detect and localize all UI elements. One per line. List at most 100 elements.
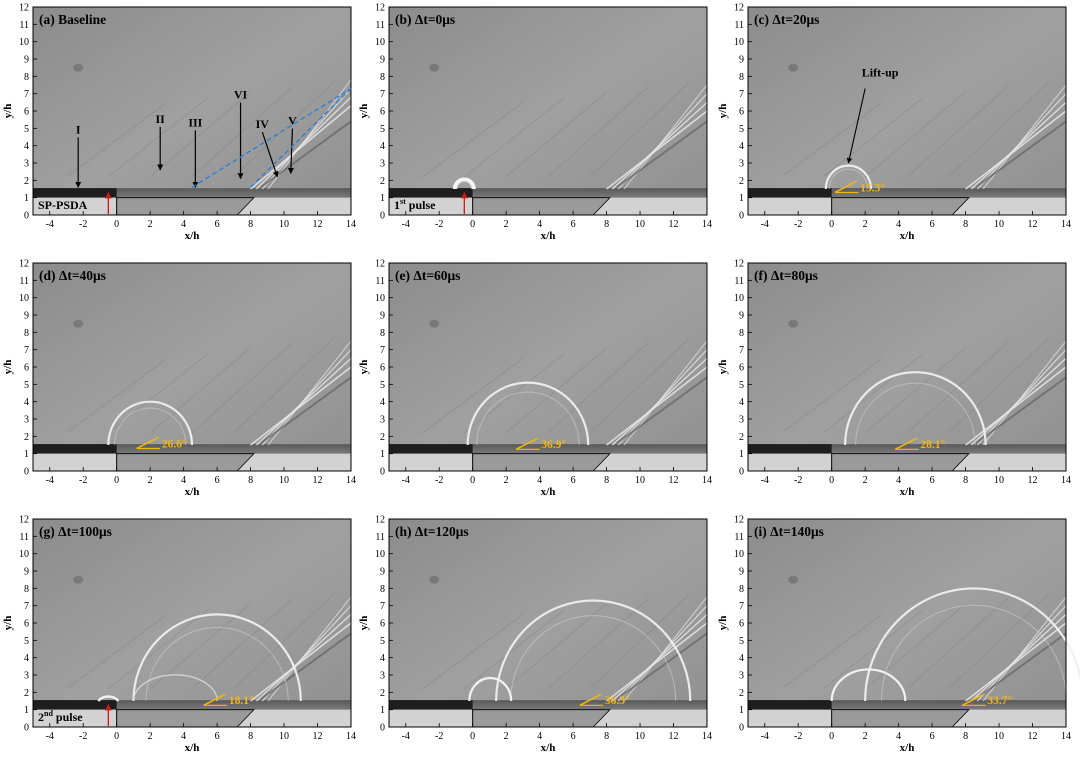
ramp-dark-streak [616, 376, 708, 445]
panel-b: -4 -2 0 2 4 6 8 10 12 14x/h0123456789101112y/h(b)… [358, 3, 712, 243]
panel-title: (e) Δt=60μs [395, 268, 460, 283]
flow-streak [464, 96, 566, 178]
cavity-window [116, 709, 255, 728]
upstream-dark-band [33, 188, 117, 198]
x-tick-label: 8 [604, 731, 609, 742]
x-axis: -4 -2 0 2 4 6 8 10 12 14 [761, 211, 1071, 230]
x-tick-label: 14 [702, 219, 712, 230]
y-tick-label: 6 [739, 363, 744, 374]
flow-streak [233, 337, 335, 434]
x-tick-label: -4 [402, 731, 410, 742]
flow-streak [464, 608, 566, 690]
x-tick-label: 8 [963, 475, 968, 486]
boundary-layer [33, 700, 351, 710]
x-tick-label: 0 [470, 219, 475, 230]
x-tick-label: 8 [963, 219, 968, 230]
y-tick-label: 3 [739, 159, 744, 170]
ramp-shock-line [250, 366, 352, 446]
blast-wave [107, 400, 194, 446]
x-axis-label: x/h [900, 486, 915, 498]
x-axis: -4 -2 0 2 4 6 8 10 12 14 [402, 723, 712, 742]
x-axis: -4 -2 0 2 4 6 8 10 12 14 [761, 723, 1071, 742]
x-tick-label: 0 [829, 219, 834, 230]
y-tick-label: 9 [24, 311, 29, 322]
x-tick-label: 14 [346, 475, 356, 486]
x-tick-label: 10 [279, 219, 289, 230]
angle-line [515, 437, 539, 450]
x-tick-label: 10 [994, 731, 1004, 742]
y-tick-label: 10 [375, 37, 385, 48]
pulse-superscript: st [400, 197, 406, 206]
x-axis-label: x/h [185, 742, 200, 754]
x-tick-label: 2 [863, 475, 868, 486]
x-tick-label: 10 [635, 219, 645, 230]
ramp-shock-line [611, 613, 708, 702]
boundary-layer [33, 188, 351, 198]
region-arrow [287, 128, 294, 174]
y-tick-label: 4 [24, 141, 29, 152]
y-tick-label: 1 [24, 449, 29, 460]
flow-streak [906, 598, 1008, 690]
boundary-layer [748, 188, 1066, 198]
shock-guide-line [191, 87, 352, 188]
x-tick-label: 12 [313, 475, 323, 486]
y-tick-label: 9 [380, 311, 385, 322]
y-tick-label: 5 [24, 124, 29, 135]
panel-c: -4 -2 0 2 4 6 8 10 12 14x/h0123456789101112y/h(c)… [717, 3, 1071, 243]
panel-title: (i) Δt=140μs [754, 524, 824, 539]
x-tick-label: -4 [46, 731, 54, 742]
x-tick-label: 12 [669, 731, 679, 742]
x-tick-label: 0 [470, 731, 475, 742]
actuator-label: SP-PSDA [38, 198, 88, 212]
x-axis-label: x/h [185, 486, 200, 498]
ramp-shock-line [255, 357, 352, 446]
y-tick-label: 0 [24, 211, 29, 222]
y-tick-label: 9 [380, 567, 385, 578]
flow-streak [547, 598, 649, 690]
y-tick-label: 1 [380, 193, 385, 204]
x-tick-label: 14 [346, 731, 356, 742]
region-label-1: I [76, 122, 81, 136]
y-tick-label: 12 [19, 515, 29, 526]
y-tick-label: 1 [739, 193, 744, 204]
blast-wave [466, 381, 590, 446]
x-tick-label: -4 [761, 731, 769, 742]
upstream-dark-band [748, 444, 832, 454]
ramp-dark-streak [260, 376, 352, 445]
flow-streak [149, 347, 251, 434]
y-tick-label: 3 [380, 415, 385, 426]
blast-wave [824, 164, 873, 190]
dark-spot [788, 319, 799, 328]
boundary-layer [389, 444, 707, 454]
second-pulse-wave [830, 668, 907, 702]
x-tick-label: 10 [279, 731, 289, 742]
flow-streak [149, 91, 251, 178]
y-tick-label: 0 [739, 723, 744, 734]
x-tick-label: 2 [148, 219, 153, 230]
x-tick-label: 10 [994, 475, 1004, 486]
ramp-shock-line [611, 357, 708, 446]
upstream-dark-band [748, 188, 832, 198]
flow-streak [191, 86, 293, 178]
blast-wave-inner [510, 615, 677, 702]
x-tick-label: 6 [571, 731, 576, 742]
y-tick-label: 11 [19, 20, 29, 31]
y-tick-label: 7 [380, 345, 385, 356]
y-tick-label: 9 [739, 55, 744, 66]
x-tick-label: 12 [669, 219, 679, 230]
blast-wave [864, 587, 1080, 702]
first-pulse-wave [452, 177, 476, 190]
lift-up-label: Lift-up [862, 65, 899, 79]
boundary-layer [33, 444, 351, 454]
ramp-shock-line [965, 622, 1067, 702]
y-tick-label: 3 [24, 671, 29, 682]
y-tick-label: 12 [375, 515, 385, 526]
y-tick-label: 2 [380, 176, 385, 187]
y-tick-label: 12 [734, 3, 744, 14]
panel-a: -4 -2 0 2 4 6 8 10 12 14x/h0123456789101112y/h(a)… [2, 3, 356, 243]
x-tick-label: 4 [181, 731, 186, 742]
flow-streak [547, 342, 649, 434]
y-tick-label: 4 [380, 397, 385, 408]
angle-label: 33.7° [987, 695, 1012, 707]
